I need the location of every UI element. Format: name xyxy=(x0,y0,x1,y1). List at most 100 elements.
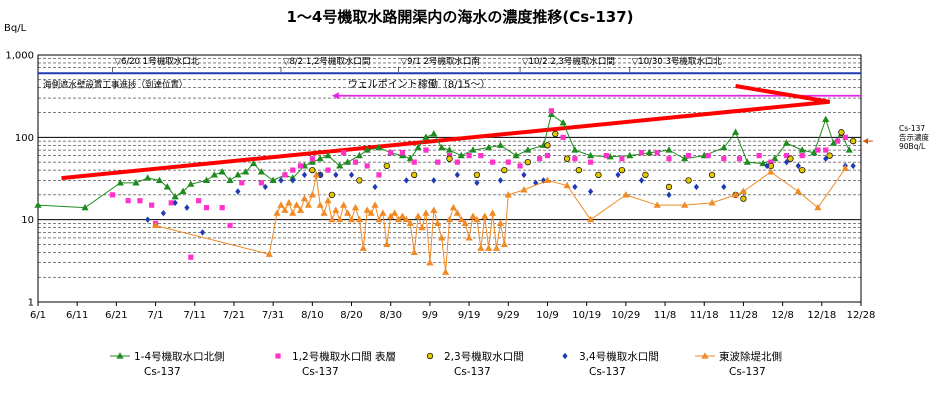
data-point xyxy=(586,215,595,223)
wellpoint-label: ウェルポイント稼働（8/15～） xyxy=(348,78,490,91)
data-point xyxy=(572,156,578,162)
data-point xyxy=(203,205,210,211)
data-point xyxy=(829,139,838,146)
data-point xyxy=(666,156,672,162)
data-point xyxy=(431,177,437,184)
data-point xyxy=(226,176,234,183)
y-tick-label: 10 xyxy=(21,215,34,226)
data-point xyxy=(653,201,661,208)
data-point xyxy=(411,171,418,179)
data-point xyxy=(296,206,305,213)
legend-label: 2,3号機取水口間 xyxy=(444,350,524,363)
x-tick-label: 8/20 xyxy=(340,310,362,321)
data-point xyxy=(200,229,206,236)
x-tick-label: 10/19 xyxy=(572,310,601,321)
data-point xyxy=(743,158,751,165)
data-point xyxy=(363,206,371,213)
data-point xyxy=(721,183,727,191)
data-point xyxy=(290,167,296,173)
data-point xyxy=(850,162,856,170)
data-point xyxy=(563,155,571,162)
data-point xyxy=(300,194,309,202)
data-point xyxy=(473,215,481,223)
data-point xyxy=(445,146,454,153)
data-point xyxy=(465,234,473,241)
data-point xyxy=(414,212,422,219)
data-point xyxy=(391,209,399,216)
reference-label: Cs-137 xyxy=(899,124,925,133)
x-tick-label: 9/19 xyxy=(458,310,480,321)
data-point xyxy=(281,206,289,213)
data-point xyxy=(406,219,414,227)
data-point xyxy=(453,209,461,216)
data-point xyxy=(356,177,363,184)
data-point xyxy=(172,199,178,207)
data-point xyxy=(398,212,407,219)
data-point xyxy=(834,138,841,144)
data-point xyxy=(379,209,387,216)
data-point xyxy=(347,215,356,223)
data-point xyxy=(282,172,288,178)
data-point xyxy=(411,159,417,165)
data-point xyxy=(501,166,508,174)
data-point xyxy=(383,162,390,170)
data-point xyxy=(489,209,497,216)
legend-unit: Cs-137 xyxy=(144,366,181,378)
data-point xyxy=(799,166,806,174)
y-tick-label: 100 xyxy=(15,133,34,144)
event-label: ▽10/2 2,3号機取水口間 xyxy=(522,56,615,67)
y-tick-label: 1,000 xyxy=(5,51,34,62)
data-point xyxy=(740,195,747,202)
data-point xyxy=(332,206,340,213)
legend-marker xyxy=(426,352,434,360)
data-point xyxy=(227,222,233,229)
data-point xyxy=(474,179,480,187)
data-point xyxy=(210,171,218,178)
data-point xyxy=(504,191,512,198)
data-point xyxy=(308,191,316,198)
data-point xyxy=(454,159,460,165)
x-tick-label: 11/8 xyxy=(654,310,676,321)
data-point xyxy=(336,215,344,223)
data-point xyxy=(269,176,277,183)
data-point xyxy=(496,219,505,227)
data-point xyxy=(496,141,505,148)
data-point xyxy=(145,216,151,223)
data-point xyxy=(202,176,211,183)
data-point xyxy=(622,191,630,198)
data-point xyxy=(277,201,285,208)
data-point xyxy=(500,240,508,248)
data-point xyxy=(155,176,164,183)
x-tick-label: 9/29 xyxy=(497,310,519,321)
data-point xyxy=(364,163,370,169)
data-point xyxy=(767,168,775,175)
event-label: ▽8/2 1,2号機取水口間 xyxy=(283,56,370,67)
legend-unit: Cs-137 xyxy=(302,366,339,378)
data-point xyxy=(430,130,438,137)
legend-unit: Cs-137 xyxy=(454,366,491,378)
data-point xyxy=(441,268,450,275)
legend-marker xyxy=(116,352,124,359)
data-point xyxy=(235,188,241,195)
data-point xyxy=(842,134,848,140)
data-point xyxy=(665,183,673,191)
data-point xyxy=(363,146,371,153)
data-point xyxy=(328,215,336,223)
x-tick-label: 6/1 xyxy=(30,310,46,321)
data-point xyxy=(469,146,477,153)
data-point xyxy=(344,209,352,216)
data-point xyxy=(560,134,566,140)
data-point xyxy=(823,155,829,162)
data-point xyxy=(325,167,331,173)
data-point xyxy=(823,147,829,153)
data-point xyxy=(575,166,582,174)
data-point xyxy=(372,183,378,191)
plot-frame xyxy=(37,54,862,303)
data-point xyxy=(359,244,367,251)
data-point xyxy=(387,212,395,219)
x-tick-label: 7/1 xyxy=(148,310,164,321)
data-point xyxy=(371,201,379,208)
event-label: ▽6/20 1号機取水口北 xyxy=(114,56,199,67)
data-point xyxy=(548,108,554,114)
data-point xyxy=(615,171,621,179)
